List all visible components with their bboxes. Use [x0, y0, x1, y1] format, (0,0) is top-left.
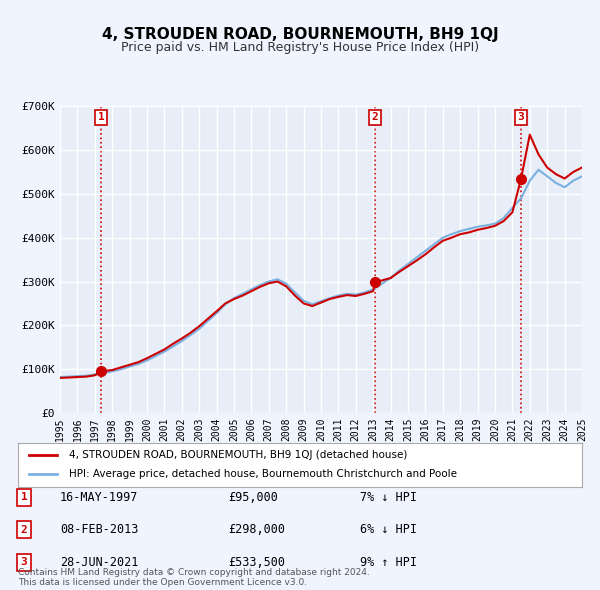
- Text: HPI: Average price, detached house, Bournemouth Christchurch and Poole: HPI: Average price, detached house, Bour…: [69, 470, 457, 479]
- Text: 2: 2: [371, 112, 379, 122]
- Text: £298,000: £298,000: [228, 523, 285, 536]
- Text: Price paid vs. HM Land Registry's House Price Index (HPI): Price paid vs. HM Land Registry's House …: [121, 41, 479, 54]
- Text: 1: 1: [20, 493, 28, 502]
- Text: 6% ↓ HPI: 6% ↓ HPI: [360, 523, 417, 536]
- Text: 28-JUN-2021: 28-JUN-2021: [60, 556, 139, 569]
- Text: 4, STROUDEN ROAD, BOURNEMOUTH, BH9 1QJ (detached house): 4, STROUDEN ROAD, BOURNEMOUTH, BH9 1QJ (…: [69, 450, 407, 460]
- Text: £95,000: £95,000: [228, 491, 278, 504]
- Text: 16-MAY-1997: 16-MAY-1997: [60, 491, 139, 504]
- Text: £533,500: £533,500: [228, 556, 285, 569]
- Text: 9% ↑ HPI: 9% ↑ HPI: [360, 556, 417, 569]
- Text: 3: 3: [20, 558, 28, 567]
- Text: 1: 1: [98, 112, 104, 122]
- Text: 4, STROUDEN ROAD, BOURNEMOUTH, BH9 1QJ: 4, STROUDEN ROAD, BOURNEMOUTH, BH9 1QJ: [101, 27, 499, 41]
- Text: 2: 2: [20, 525, 28, 535]
- Text: 7% ↓ HPI: 7% ↓ HPI: [360, 491, 417, 504]
- Text: 3: 3: [518, 112, 524, 122]
- Text: Contains HM Land Registry data © Crown copyright and database right 2024.
This d: Contains HM Land Registry data © Crown c…: [18, 568, 370, 587]
- Text: 08-FEB-2013: 08-FEB-2013: [60, 523, 139, 536]
